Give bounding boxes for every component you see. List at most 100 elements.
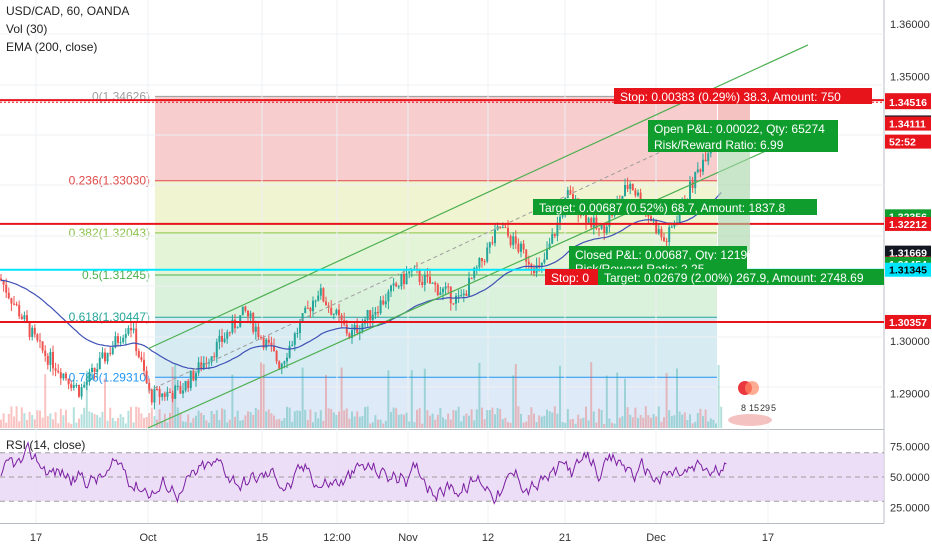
candle-body [10,298,13,304]
volume-bar [499,409,502,428]
volume-bar [520,413,522,428]
event-label: 29 [760,403,770,413]
candle-body [247,310,249,317]
volume-bar [488,410,491,428]
volume-bar [57,423,60,428]
candle-body [382,300,385,305]
volume-bar [465,413,468,428]
volume-bar [566,409,569,428]
volume-bar [247,411,249,428]
volume-bar [5,422,8,428]
candle-body [689,181,691,200]
candle-body [507,227,509,236]
candle-body [62,373,65,379]
volume-bar [127,410,130,428]
candle-body [244,306,247,311]
volume-bar [23,413,26,428]
volume-bar [10,406,13,428]
candle-body [400,273,403,287]
trade-label-box [545,269,605,285]
candle-body [189,370,192,389]
volume-bar [686,419,689,428]
candle-body [153,388,156,403]
candle-body [465,293,468,296]
candle-body [221,335,223,342]
volume-bar [278,419,281,428]
price-tag-box [885,134,931,149]
volume-bar [369,423,372,428]
candle-body [163,393,166,397]
volume-bar [655,416,658,428]
candle-body [270,342,273,347]
volume-bar [192,418,195,428]
candle-body [488,242,491,248]
volume-bar [39,410,41,428]
candle-body [353,325,356,331]
candle-body [397,286,400,288]
fib-level-label: 0.382(1.32043) [69,226,150,240]
volume-legend[interactable]: Vol (30) [6,22,48,36]
volume-bar [200,412,203,428]
candle-body [67,378,70,385]
candle-body [195,373,197,381]
candle-body [423,274,426,285]
candle-body [306,307,309,309]
volume-bar [148,413,151,428]
symbol-title[interactable]: USD/CAD, 60, OANDA [6,4,130,18]
candle-body [197,362,200,374]
volume-bar [234,416,236,428]
volume-bar [504,417,507,428]
volume-bar [611,422,613,428]
candle-body [208,362,210,364]
volume-bar [195,415,197,428]
candle-body [158,388,161,397]
volume-bar [720,406,723,428]
candle-body [156,388,158,390]
rsi-legend[interactable]: RSI (14, close) [6,438,86,452]
volume-bar [403,414,405,428]
volume-bar [670,416,673,428]
volume-bar [395,408,398,428]
volume-bar [213,414,216,428]
volume-bar [301,367,304,428]
volume-bar [410,370,413,428]
trade-label-box [614,88,872,104]
volume-bar [603,423,606,428]
volume-bar [538,415,541,428]
volume-bar [197,410,200,428]
trade-label-box [569,246,747,262]
candle-body [468,278,470,296]
economic-events[interactable]: 8 15 29 5 [728,381,776,426]
candle-body [127,328,130,334]
candle-body [317,295,320,301]
volume-bar [598,408,600,428]
trade-label-text: Stop: 0 [551,271,589,285]
candle-body [132,328,135,331]
candle-body [0,278,2,281]
candle-body [538,264,541,267]
volume-bar [605,375,608,428]
volume-bar [442,417,444,428]
volume-bar [460,421,463,428]
candle-body [704,159,707,162]
candle-body [114,336,117,348]
ema-legend[interactable]: EMA (200, close) [6,40,98,54]
candle-body [478,257,481,268]
candle-body [78,385,80,397]
candle-body [525,249,528,262]
candle-body [49,351,52,365]
candle-body [325,301,327,306]
fibonacci-retracement[interactable]: 0(1.34626) 0.236(1.33030) 0.382(1.32043) 0.… [69,89,717,428]
volume-bar [340,367,343,428]
candle-body [533,268,535,274]
time-tick-label: Dec [646,532,666,544]
volume-bar [657,406,660,428]
candle-body [429,276,431,284]
trade-positions[interactable]: Stop: 0.00383 (0.29%) 38.3, Amount: 750 O… [533,88,884,285]
candle-body [556,222,559,237]
volume-bar [33,419,36,428]
volume-bar [291,421,294,428]
fib-level-label: 0.5(1.31245) [82,268,150,282]
volume-bar [135,406,138,428]
